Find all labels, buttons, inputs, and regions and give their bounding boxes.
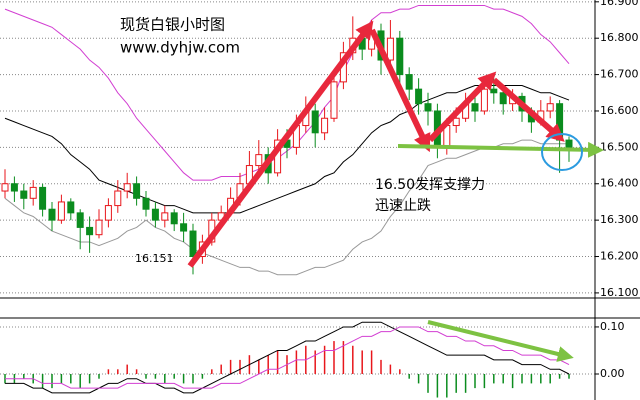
candle-body (480, 88, 488, 112)
y-tick-label: 16.200 (600, 250, 639, 263)
y-tick-label: 16.300 (600, 213, 639, 226)
annotation: 迅速止跌 (375, 198, 431, 214)
candle-body (39, 186, 47, 210)
y-tick-label: 16.900 (600, 0, 639, 8)
low-label: 16.151 (135, 252, 174, 265)
candle-body (415, 88, 423, 105)
candle-body (67, 201, 75, 214)
candle-body (10, 183, 18, 192)
candle-body (321, 117, 329, 134)
y-tick-label: 16.400 (600, 177, 639, 190)
y-tick-label: 0.00 (600, 367, 625, 380)
candle-body (104, 205, 112, 221)
trend-arrow (187, 20, 374, 268)
support-line (397, 141, 604, 158)
candle-body (57, 201, 65, 221)
y-tick-label: 16.100 (600, 286, 639, 299)
candle-body (546, 103, 554, 112)
candle-body (48, 208, 56, 221)
candle-body (133, 183, 141, 199)
candle-body (170, 212, 178, 225)
indicator-line (4, 139, 569, 276)
candle-body (114, 190, 122, 207)
candle-body (76, 212, 84, 228)
chart-title: 现货白银小时图 (120, 16, 225, 34)
candle-body (189, 230, 197, 258)
candle-body (20, 190, 28, 199)
trend-arrow (427, 71, 497, 143)
chart-subtitle: www.dyhjw.com (120, 39, 240, 57)
y-tick-label: 16.800 (600, 31, 639, 44)
indicator-line (4, 85, 570, 214)
candle-body (386, 37, 394, 61)
y-tick-label: 16.700 (600, 68, 639, 81)
trend-arrow (369, 28, 431, 153)
candle-body (123, 183, 131, 192)
candle-body (490, 88, 498, 94)
trend-arrow (492, 77, 565, 142)
candle-body (161, 212, 169, 221)
y-tick-label: 16.500 (600, 140, 639, 153)
highlight-circle (541, 133, 583, 171)
candle-body (95, 219, 103, 236)
candle-body (29, 186, 37, 199)
candle-body (255, 154, 263, 167)
candle-body (452, 117, 460, 127)
candle-body (471, 103, 479, 112)
candle-body (311, 110, 319, 134)
y-tick-label: 0.10 (600, 320, 625, 333)
candle-body (142, 197, 150, 210)
y-tick-label: 16.600 (600, 104, 639, 117)
candle-body (151, 208, 159, 221)
candle-body (330, 81, 338, 119)
candle-body (565, 139, 573, 148)
annotation: 16.50发挥支撑力 (375, 177, 485, 193)
candle-body (86, 226, 94, 236)
candle-body (405, 74, 413, 90)
candle-body (396, 37, 404, 76)
candle-body (424, 103, 432, 112)
trend-arrow (427, 320, 574, 362)
candle-body (180, 223, 188, 232)
candle-body (499, 92, 507, 105)
indicator-line (5, 326, 570, 389)
candle-body (1, 183, 9, 192)
